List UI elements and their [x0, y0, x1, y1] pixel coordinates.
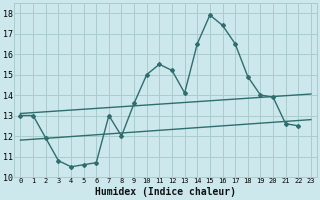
X-axis label: Humidex (Indice chaleur): Humidex (Indice chaleur)	[95, 187, 236, 197]
